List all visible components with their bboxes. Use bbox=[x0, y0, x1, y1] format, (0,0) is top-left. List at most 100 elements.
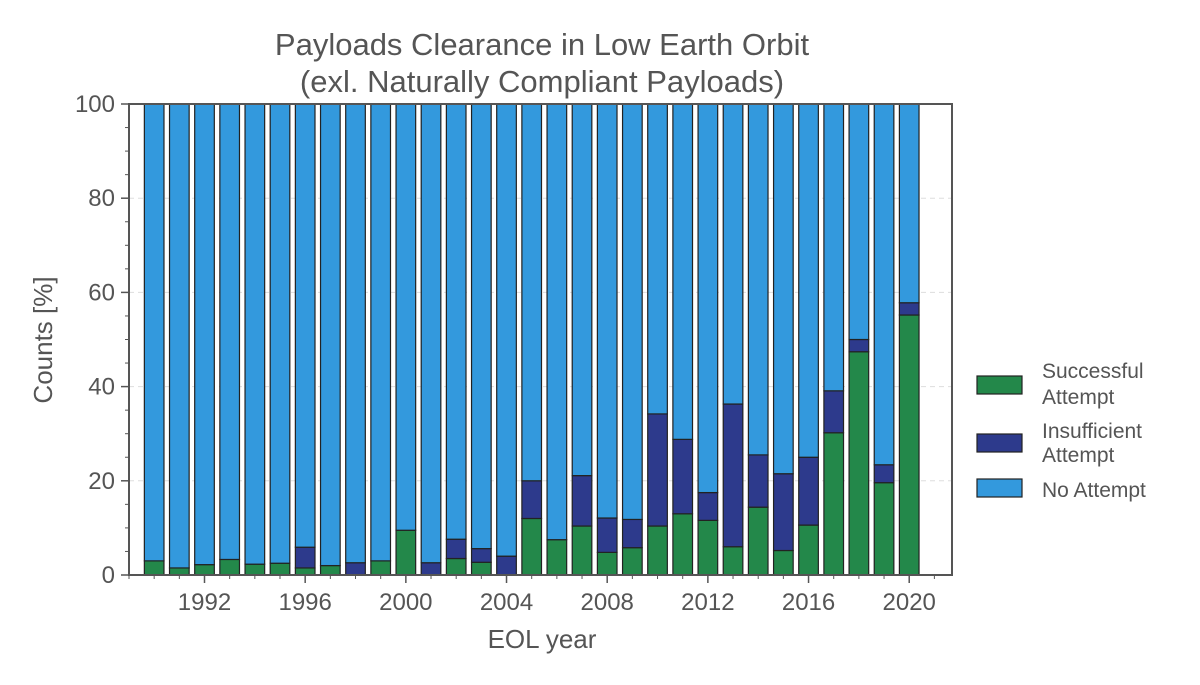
bar-segment-no-attempt bbox=[370, 103, 392, 562]
bar-segment-successful-attempt bbox=[143, 560, 165, 576]
y-tick-label: 60 bbox=[88, 279, 115, 306]
bar-segment-successful-attempt bbox=[269, 562, 291, 576]
legend-label: Successful bbox=[1042, 360, 1144, 383]
bar-segment-successful-attempt bbox=[219, 558, 241, 576]
bar-segment-successful-attempt bbox=[798, 524, 819, 576]
bar-segment-successful-attempt bbox=[370, 560, 392, 576]
bar-segment-no-attempt bbox=[647, 103, 668, 415]
bar-segment-insufficient-attempt bbox=[294, 546, 316, 569]
bar-segment-no-attempt bbox=[898, 103, 920, 304]
bar-segment-successful-attempt bbox=[168, 567, 190, 576]
bar-segment-insufficient-attempt bbox=[772, 473, 794, 552]
bar-segment-no-attempt bbox=[747, 103, 769, 456]
plot-area: 0 20 40 60 80 100 1992 1996 2000 2004 2008 2012 2016… bbox=[75, 91, 953, 616]
bar-segment-successful-attempt bbox=[395, 529, 417, 576]
legend-label: No Attempt bbox=[1042, 479, 1146, 502]
legend-swatch bbox=[976, 375, 1023, 395]
bar-segment-successful-attempt bbox=[848, 351, 870, 576]
y-tick-label: 20 bbox=[88, 468, 115, 495]
chart-title: Payloads Clearance in Low Earth Orbit bbox=[275, 27, 810, 62]
bar-segment-no-attempt bbox=[194, 103, 215, 566]
bar-segment-successful-attempt bbox=[596, 551, 618, 576]
bar-segment-insufficient-attempt bbox=[571, 475, 593, 527]
x-tick-label: 1992 bbox=[178, 589, 231, 616]
y-axis-label: Counts [%] bbox=[28, 276, 58, 403]
bar-segment-no-attempt bbox=[470, 103, 492, 550]
bar-segment-successful-attempt bbox=[319, 564, 341, 576]
bar-segment-no-attempt bbox=[445, 103, 467, 540]
bar-segment-no-attempt bbox=[697, 103, 719, 494]
bar-segment-insufficient-attempt bbox=[420, 562, 442, 576]
bar-segment-insufficient-attempt bbox=[747, 454, 769, 508]
bar-segment-successful-attempt bbox=[571, 525, 593, 576]
bar-segment-insufficient-attempt bbox=[496, 555, 517, 576]
bar-segment-insufficient-attempt bbox=[621, 518, 643, 549]
x-tick-label: 2012 bbox=[681, 589, 734, 616]
bar-segment-no-attempt bbox=[496, 103, 517, 557]
chart-subtitle: (exl. Naturally Compliant Payloads) bbox=[300, 64, 784, 99]
bar-segment-insufficient-attempt bbox=[647, 413, 668, 527]
bar-segment-no-attempt bbox=[672, 103, 694, 440]
legend-label: Attempt bbox=[1042, 386, 1115, 409]
bar-segment-no-attempt bbox=[546, 103, 568, 541]
bar-segment-successful-attempt bbox=[521, 517, 543, 576]
x-tick-label: 2000 bbox=[379, 589, 432, 616]
bar-segment-no-attempt bbox=[873, 103, 895, 466]
bar-segment-insufficient-attempt bbox=[873, 464, 895, 484]
bar-segment-successful-attempt bbox=[546, 539, 568, 576]
bar-segment-no-attempt bbox=[319, 103, 341, 567]
bar-segment-successful-attempt bbox=[445, 557, 467, 576]
bar-segment-successful-attempt bbox=[621, 547, 643, 576]
bar-segment-insufficient-attempt bbox=[823, 390, 845, 434]
y-tick-label: 100 bbox=[75, 91, 115, 118]
bar-segment-no-attempt bbox=[345, 103, 366, 564]
legend-swatch bbox=[976, 478, 1023, 498]
bar-segment-insufficient-attempt bbox=[672, 438, 694, 515]
bar-segment-no-attempt bbox=[420, 103, 442, 564]
bar-segment-successful-attempt bbox=[722, 546, 744, 576]
bar-segment-successful-attempt bbox=[823, 432, 845, 576]
bar-segment-insufficient-attempt bbox=[521, 480, 543, 520]
x-tick-label: 2004 bbox=[480, 589, 533, 616]
x-tick-label: 2020 bbox=[883, 589, 936, 616]
y-tick-label: 40 bbox=[88, 374, 115, 401]
bar-segment-insufficient-attempt bbox=[798, 456, 819, 526]
bar-segment-no-attempt bbox=[521, 103, 543, 482]
bar-segment-successful-attempt bbox=[697, 519, 719, 576]
bar-segment-no-attempt bbox=[244, 103, 266, 565]
bar-segment-successful-attempt bbox=[873, 482, 895, 576]
bar-segment-no-attempt bbox=[269, 103, 291, 564]
bar-segment-successful-attempt bbox=[194, 564, 215, 576]
bar-segment-no-attempt bbox=[722, 103, 744, 405]
x-axis-label: EOL year bbox=[488, 624, 597, 654]
bar-segment-successful-attempt bbox=[672, 513, 694, 576]
x-tick-label: 2016 bbox=[782, 589, 835, 616]
bar-segment-no-attempt bbox=[798, 103, 819, 458]
bar-segment-no-attempt bbox=[596, 103, 618, 519]
x-tick-label: 1996 bbox=[278, 589, 331, 616]
bar-segment-insufficient-attempt bbox=[445, 538, 467, 560]
bar-segment-insufficient-attempt bbox=[596, 517, 618, 553]
bar-segment-insufficient-attempt bbox=[898, 302, 920, 316]
legend-label: Insufficient bbox=[1042, 420, 1142, 443]
bar-segment-successful-attempt bbox=[294, 567, 316, 576]
bar-segment-no-attempt bbox=[571, 103, 593, 477]
bar-segment-successful-attempt bbox=[772, 549, 794, 576]
bar-segment-no-attempt bbox=[219, 103, 241, 561]
bar-segment-no-attempt bbox=[395, 103, 417, 531]
bar-segment-insufficient-attempt bbox=[345, 562, 366, 576]
bar-segment-no-attempt bbox=[621, 103, 643, 521]
bar-segment-no-attempt bbox=[294, 103, 316, 548]
bar-segment-no-attempt bbox=[143, 103, 165, 562]
y-tick-label: 0 bbox=[102, 562, 115, 589]
bar-segment-insufficient-attempt bbox=[722, 403, 744, 548]
bar-segment-insufficient-attempt bbox=[697, 491, 719, 521]
bar-segment-successful-attempt bbox=[747, 506, 769, 576]
bar-segment-no-attempt bbox=[823, 103, 845, 392]
bar-segment-no-attempt bbox=[772, 103, 794, 475]
bar-segment-no-attempt bbox=[168, 103, 190, 569]
y-tick-label: 80 bbox=[88, 185, 115, 212]
bar-segment-insufficient-attempt bbox=[848, 338, 870, 353]
